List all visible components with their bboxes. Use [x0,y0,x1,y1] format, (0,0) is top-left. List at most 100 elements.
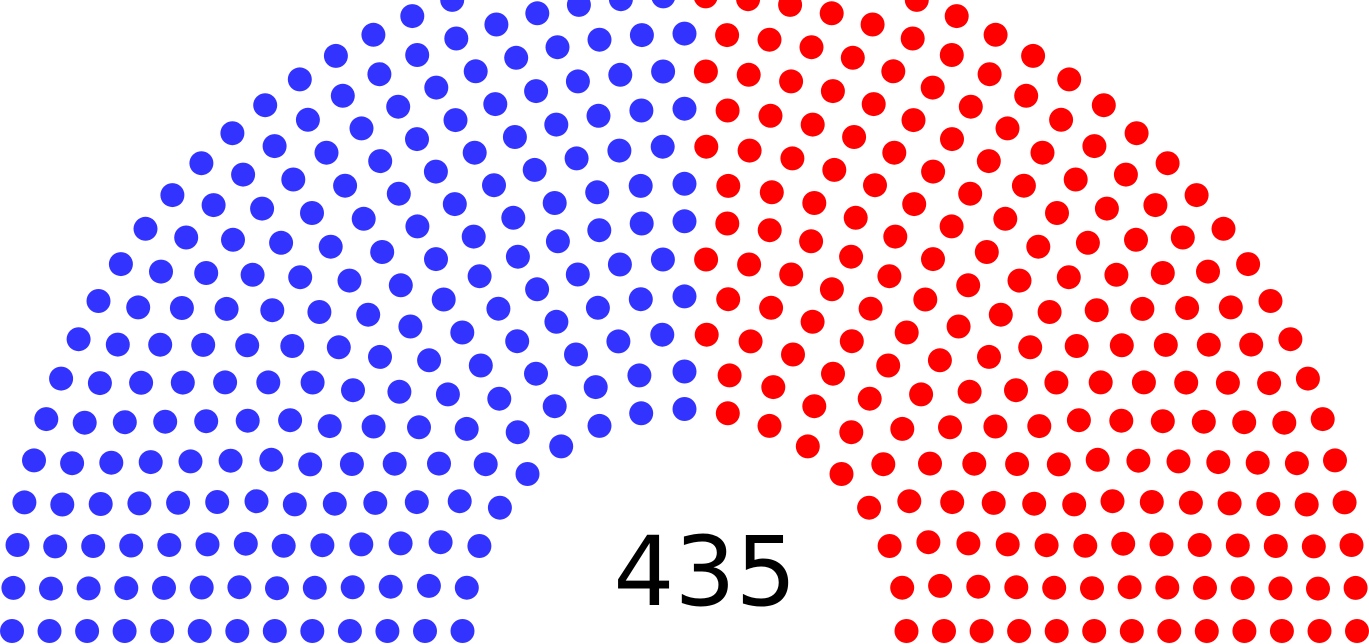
seat-dot-series-2 [894,619,919,643]
seat-dot-series-1 [287,67,312,92]
seat-dot-series-1 [265,576,289,601]
seat-dot-series-2 [1007,619,1032,643]
seat-dot-series-1 [149,259,173,284]
seat-dot-series-1 [126,295,151,320]
seat-dot-series-1 [443,108,468,133]
seat-dot-series-2 [757,413,782,438]
seat-dot-series-1 [281,167,306,192]
seat-dot-series-1 [585,180,610,205]
seat-dot-series-1 [607,138,632,163]
seat-dot-series-1 [278,408,303,433]
seat-dot-series-1 [288,265,313,290]
seat-dot-series-2 [920,75,945,100]
seat-dot-series-2 [976,149,1001,174]
seat-dot-series-1 [194,261,219,285]
seat-dot-series-1 [413,619,437,643]
seat-dot-series-1 [565,69,590,94]
seat-dot-series-2 [779,69,804,94]
seat-dot-series-2 [717,363,742,388]
seat-dot-series-1 [375,619,400,643]
seat-dot-series-2 [1082,619,1107,643]
seat-dot-series-2 [983,22,1008,47]
seat-dot-series-1 [244,489,269,514]
seat-dot-series-2 [716,287,741,312]
seat-dot-series-1 [549,434,574,459]
seat-dot-series-1 [5,533,30,557]
seat-dot-series-2 [1044,370,1069,395]
seat-dot-series-1 [133,216,158,241]
seat-dot-series-1 [545,229,570,254]
seat-dot-series-2 [1278,327,1303,352]
seat-dot-series-2 [1014,83,1039,108]
seat-dot-series-2 [981,490,1006,515]
seat-dot-series-1 [318,234,343,259]
seat-dot-series-1 [340,575,365,600]
seat-dot-series-1 [66,327,91,352]
seat-dot-series-2 [882,140,907,165]
seat-dot-series-2 [1109,408,1134,433]
seat-dot-series-1 [127,491,152,516]
seat-dot-series-1 [356,302,381,327]
seat-dot-series-1 [442,192,467,217]
seat-dot-series-2 [890,416,915,441]
seat-dot-series-2 [1232,410,1257,435]
seat-dot-series-1 [608,62,633,87]
seat-dot-series-1 [424,247,448,272]
seat-dot-series-1 [405,43,430,67]
seat-dot-series-1 [49,366,74,391]
seat-dot-series-2 [958,181,983,206]
seat-dot-series-1 [339,452,364,476]
seat-dot-series-1 [587,413,612,438]
seat-dot-series-1 [606,329,631,354]
seat-dot-series-2 [993,206,1018,231]
seat-dot-series-1 [194,409,219,434]
seat-dot-series-1 [43,534,68,559]
seat-dot-series-1 [300,370,325,395]
seat-dot-series-1 [544,309,569,334]
seat-dot-series-1 [0,619,24,643]
seat-dot-series-1 [566,0,591,17]
seat-dot-series-1 [398,314,423,339]
seat-dot-series-1 [487,386,512,411]
seat-dot-series-1 [298,452,323,477]
seat-dot-series-2 [860,12,885,37]
seat-dot-series-1 [386,181,411,206]
seat-dot-series-1 [628,173,653,198]
seat-dot-series-2 [781,342,805,367]
seat-dot-series-1 [282,492,307,517]
seat-dot-series-1 [431,287,456,312]
seat-dot-series-1 [400,4,425,29]
seat-dot-series-1 [387,379,412,404]
seat-dot-series-1 [586,103,611,128]
seat-dot-series-2 [829,462,854,486]
seat-dot-series-1 [524,361,548,386]
seat-dot-series-2 [995,532,1020,557]
seat-dot-series-2 [1256,492,1281,516]
seat-dot-series-2 [802,394,827,419]
seat-dot-series-1 [650,247,675,272]
seat-dot-series-1 [363,490,388,515]
seat-dot-series-1 [628,287,653,312]
seat-dot-series-1 [587,218,612,243]
seat-dot-series-2 [694,247,719,272]
seat-dot-series-1 [330,83,355,108]
seat-dot-series-1 [564,342,588,367]
seat-dot-series-1 [524,79,549,104]
seat-dot-series-1 [502,125,527,149]
seat-dot-series-1 [269,230,294,255]
seat-dot-series-2 [983,414,1008,439]
seat-dot-series-1 [382,451,407,476]
seat-dot-series-1 [256,370,281,395]
seat-dot-series-2 [1150,261,1175,285]
seat-dot-series-2 [820,79,845,104]
seat-dot-series-2 [1088,370,1113,395]
seat-dot-series-1 [99,450,124,475]
seat-dot-series-2 [977,62,1002,87]
seat-dot-series-2 [1257,371,1282,396]
seat-dot-series-1 [525,1,550,26]
seat-dot-series-2 [800,309,825,334]
seat-dot-series-1 [608,0,633,12]
seat-dot-series-1 [545,35,570,60]
seat-dot-series-1 [189,151,214,176]
seat-dot-series-2 [1139,490,1164,514]
